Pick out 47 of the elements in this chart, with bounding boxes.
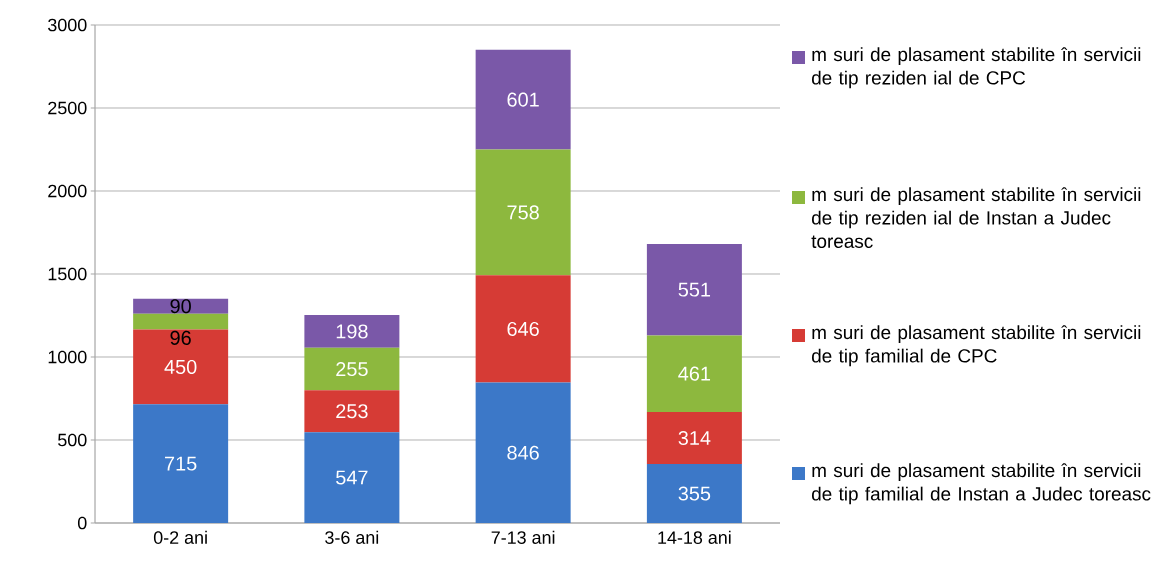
bar (133, 329, 229, 405)
data-label: 547 (336, 470, 368, 485)
data-label: 355 (678, 486, 711, 501)
data-label: 450 (164, 359, 197, 374)
data-label: 715 (165, 456, 197, 471)
x-tick-label: 14-18 ani (658, 530, 731, 544)
bar (646, 411, 742, 465)
bar (646, 243, 742, 336)
data-label: 646 (507, 321, 539, 336)
bar (475, 149, 571, 276)
y-tick-label: 500 (58, 433, 87, 447)
y-tick-label: 1000 (48, 350, 87, 364)
legend-label: m suri de plasament stabilite în servicii de tip reziden ial de Instan a Judec toreasc (811, 187, 1141, 248)
y-tick-label: 2500 (48, 101, 87, 115)
bar (475, 275, 571, 383)
x-tick-label: 7-13 ani (491, 530, 555, 544)
bar (475, 49, 571, 150)
data-label: 90 (170, 299, 191, 314)
y-tick-label: 2000 (48, 184, 87, 198)
y-tick-label: 3000 (48, 18, 87, 32)
data-label: 461 (678, 366, 711, 381)
data-label: 758 (507, 205, 539, 220)
y-tick-label: 1500 (48, 267, 87, 281)
data-label: 846 (507, 445, 539, 460)
x-tick-label: 3-6 ani (325, 530, 379, 544)
data-label: 253 (336, 404, 368, 419)
data-label: 96 (170, 330, 191, 345)
bar (646, 335, 742, 412)
data-label: 255 (336, 361, 368, 377)
bar (133, 313, 229, 330)
bar (304, 314, 400, 348)
bar (304, 390, 400, 433)
y-tick-label: 0 (77, 516, 87, 530)
bar (646, 464, 742, 523)
legend-label: m suri de plasament stabilite în servicii de tip familial de Instan a Judec toreasc (812, 463, 1151, 505)
x-tick-label: 0-2 ani (153, 530, 207, 544)
data-label: 551 (678, 282, 711, 297)
bar (304, 432, 400, 523)
data-label: 314 (678, 430, 711, 446)
bar (133, 298, 229, 314)
data-label: 198 (336, 324, 368, 339)
legend-label: m suri de plasament stabilite în servicii de tip reziden ial de CPC (812, 47, 1141, 89)
legend-label: m suri de plasament stabilite în servicii de tip familial de CPC (812, 325, 1141, 367)
bar (475, 382, 571, 523)
data-label: 601 (507, 92, 539, 107)
bar (133, 404, 229, 523)
bar (304, 347, 400, 391)
